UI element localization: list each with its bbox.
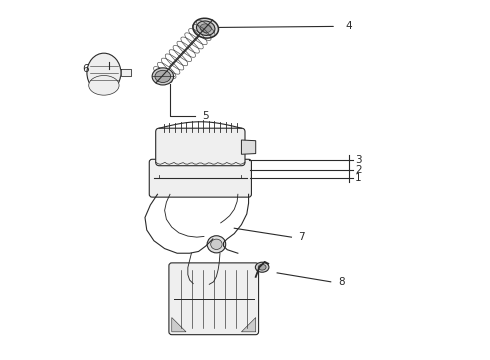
Text: 6: 6 [82, 64, 89, 74]
Ellipse shape [89, 76, 119, 95]
Ellipse shape [155, 70, 171, 82]
Text: 5: 5 [202, 111, 209, 121]
Ellipse shape [211, 239, 222, 249]
Ellipse shape [200, 24, 211, 32]
FancyBboxPatch shape [149, 159, 251, 197]
Text: 2: 2 [355, 165, 362, 175]
Text: 4: 4 [345, 21, 352, 31]
Ellipse shape [87, 53, 121, 93]
Text: 7: 7 [298, 232, 305, 242]
Polygon shape [242, 318, 256, 332]
Ellipse shape [255, 262, 269, 272]
Ellipse shape [196, 21, 215, 35]
Polygon shape [242, 140, 256, 154]
Polygon shape [121, 69, 131, 76]
Text: 3: 3 [355, 155, 362, 165]
Ellipse shape [258, 264, 266, 270]
FancyBboxPatch shape [169, 263, 259, 335]
Ellipse shape [152, 68, 173, 85]
Text: 8: 8 [338, 277, 344, 287]
Ellipse shape [207, 236, 226, 253]
Polygon shape [172, 318, 186, 332]
Ellipse shape [193, 18, 219, 38]
Text: 1: 1 [355, 173, 362, 183]
FancyBboxPatch shape [156, 128, 245, 166]
